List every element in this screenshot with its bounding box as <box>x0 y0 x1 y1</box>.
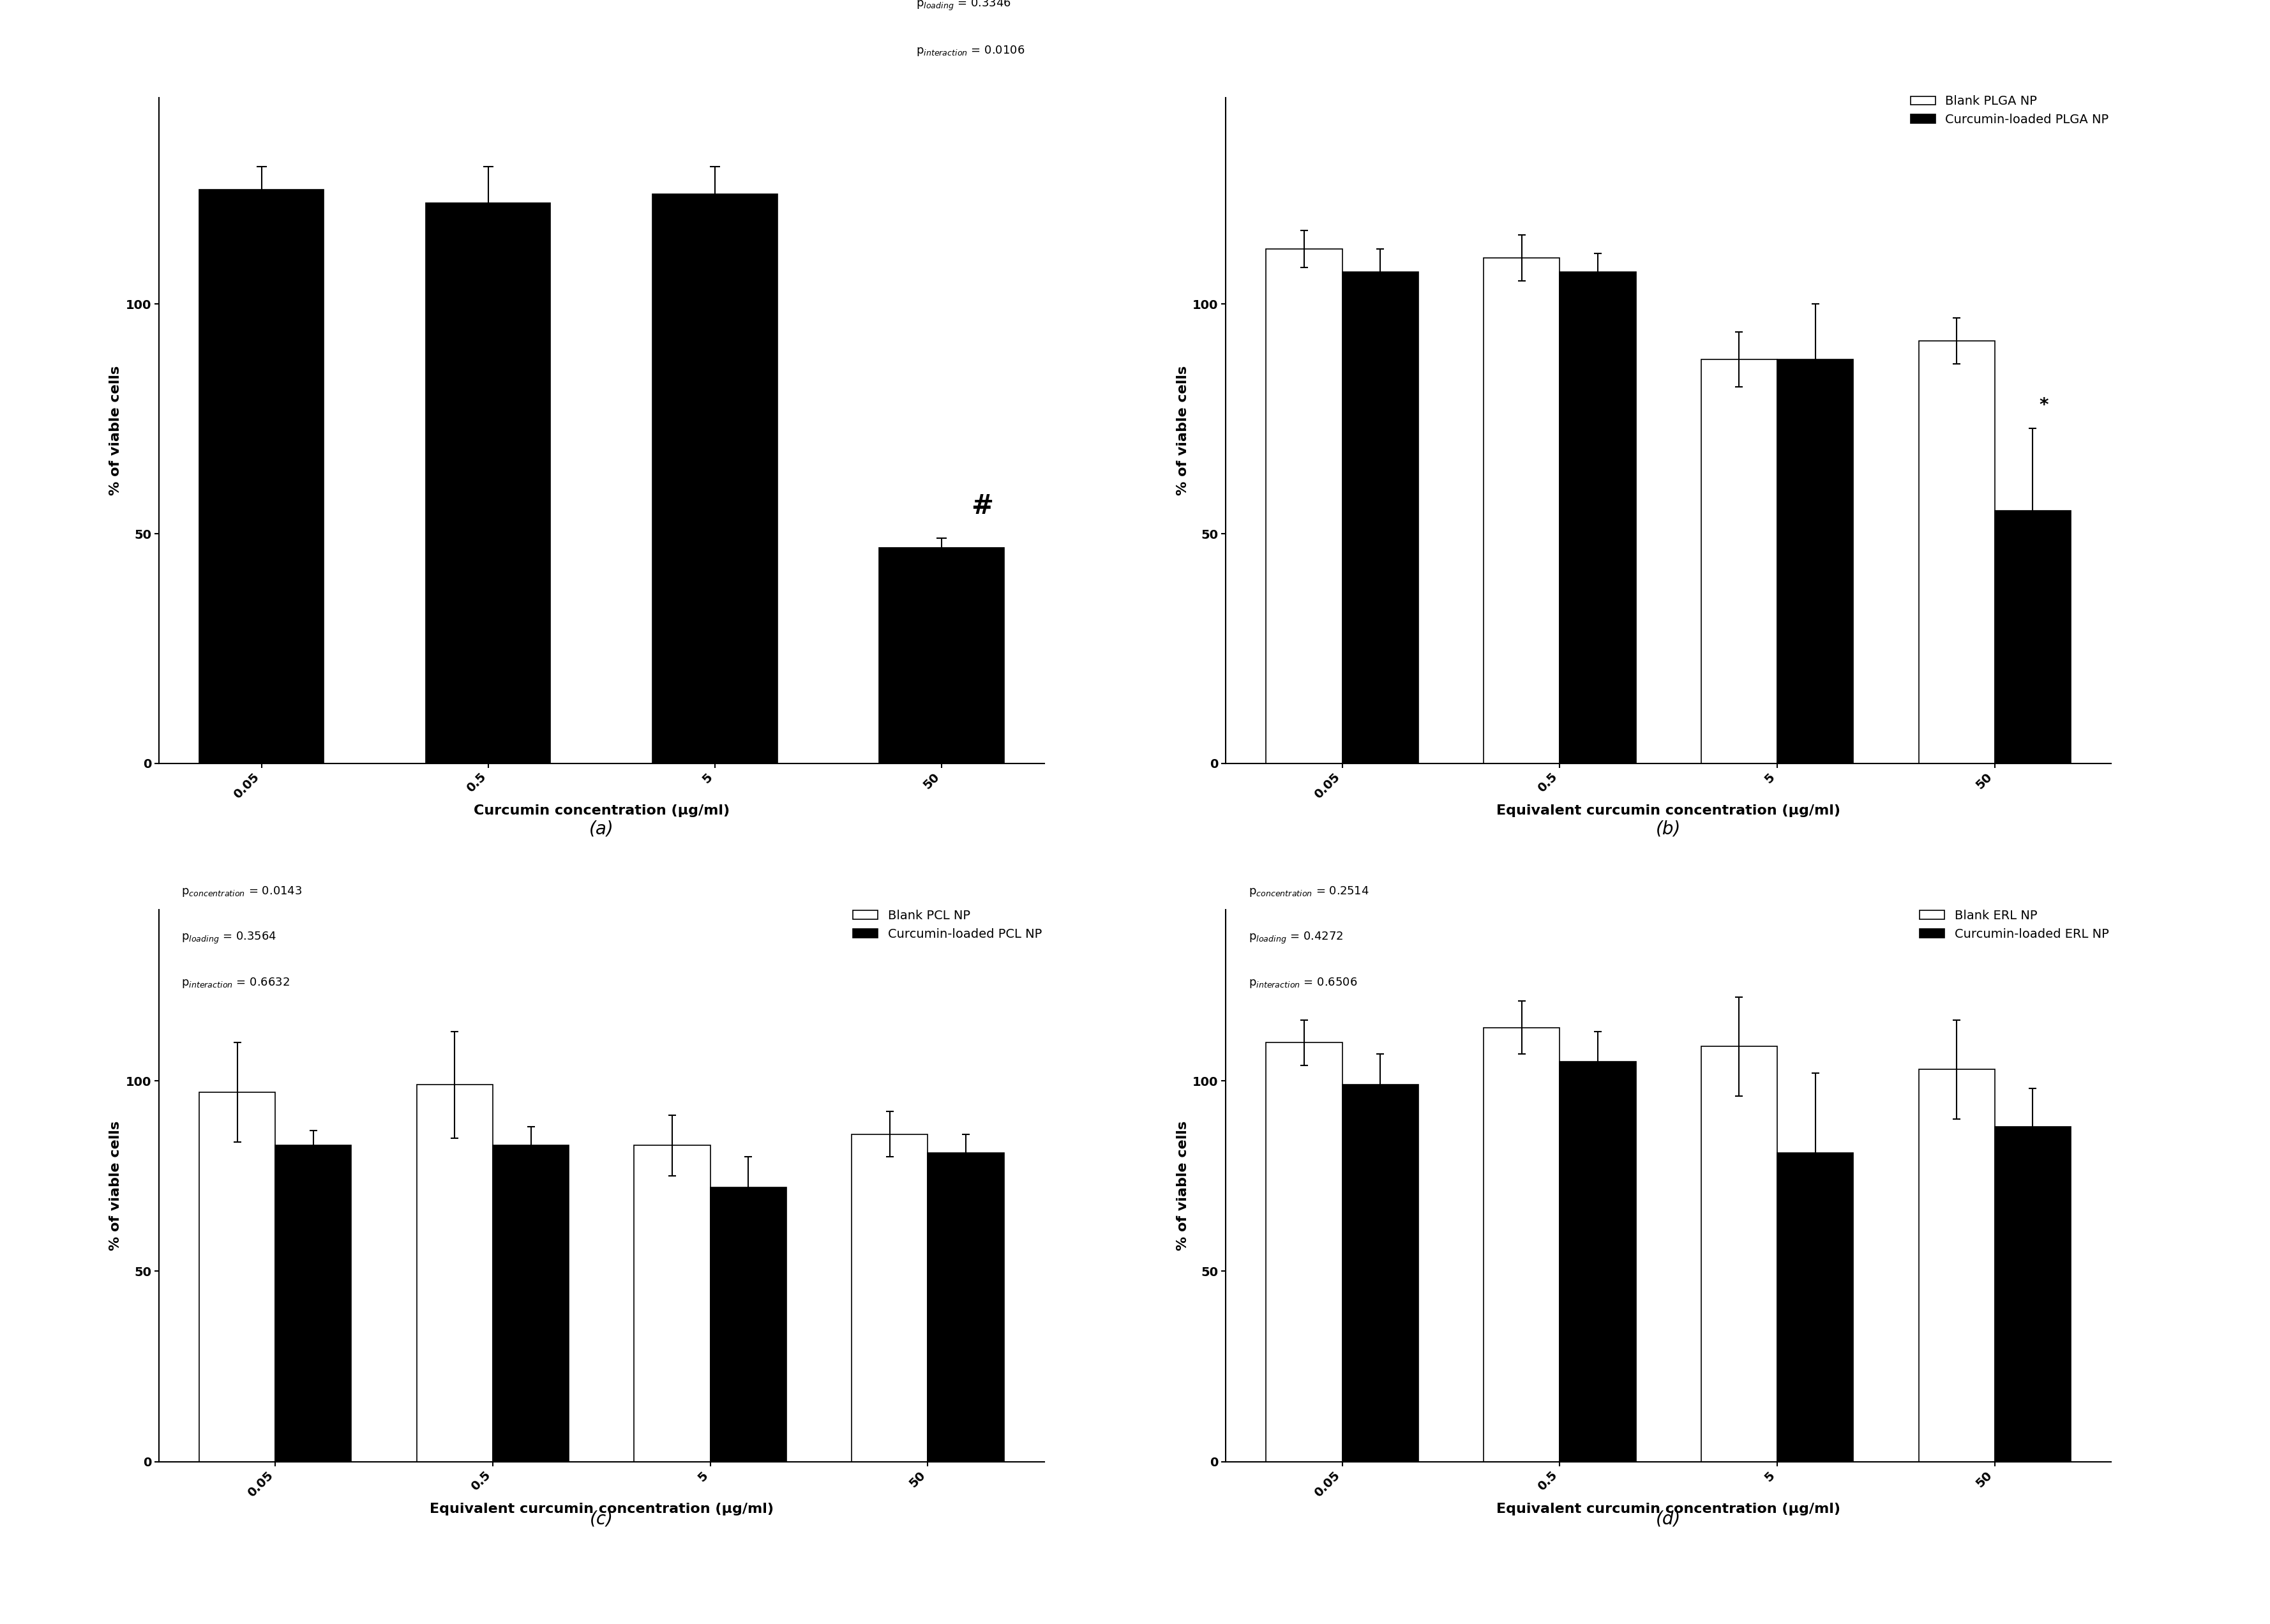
Text: p$_{interaction}$ = 0.6506: p$_{interaction}$ = 0.6506 <box>1248 976 1357 989</box>
Bar <box>275 1145 352 1462</box>
Text: p$_{loading}$ = 0.3564: p$_{loading}$ = 0.3564 <box>182 931 277 945</box>
Bar <box>1700 359 1777 763</box>
Text: p$_{interaction}$ = 0.6632: p$_{interaction}$ = 0.6632 <box>182 976 291 989</box>
Text: p$_{concentration}$ = 0.2514: p$_{concentration}$ = 0.2514 <box>1248 885 1369 898</box>
Bar <box>1918 341 1995 763</box>
X-axis label: Curcumin concentration (μg/ml): Curcumin concentration (μg/ml) <box>474 804 729 817</box>
X-axis label: Equivalent curcumin concentration (μg/ml): Equivalent curcumin concentration (μg/ml… <box>1496 1502 1841 1515</box>
Bar <box>1777 359 1852 763</box>
Text: (c): (c) <box>590 1510 613 1528</box>
Bar <box>427 203 552 763</box>
Bar <box>1559 1062 1637 1462</box>
Bar <box>1267 1043 1342 1462</box>
Text: p$_{interaction}$ = 0.0106: p$_{interaction}$ = 0.0106 <box>917 44 1024 57</box>
X-axis label: Equivalent curcumin concentration (μg/ml): Equivalent curcumin concentration (μg/ml… <box>1496 804 1841 817</box>
Bar <box>928 1153 1003 1462</box>
Text: #: # <box>972 494 994 520</box>
Bar <box>1342 271 1419 763</box>
Bar <box>1995 510 2070 763</box>
X-axis label: Equivalent curcumin concentration (μg/ml): Equivalent curcumin concentration (μg/ml… <box>429 1502 774 1515</box>
Bar <box>1777 1153 1852 1462</box>
Y-axis label: % of viable cells: % of viable cells <box>1176 1121 1189 1250</box>
Bar <box>493 1145 570 1462</box>
Bar <box>1267 248 1342 763</box>
Bar <box>1485 1028 1559 1462</box>
Bar <box>1559 271 1637 763</box>
Y-axis label: % of viable cells: % of viable cells <box>109 365 123 495</box>
Bar <box>651 193 776 763</box>
Text: (a): (a) <box>590 820 613 838</box>
Y-axis label: % of viable cells: % of viable cells <box>1176 365 1189 495</box>
Bar <box>1485 258 1559 763</box>
Legend: Blank PCL NP, Curcumin-loaded PCL NP: Blank PCL NP, Curcumin-loaded PCL NP <box>849 905 1046 945</box>
Bar <box>851 1134 928 1462</box>
Bar <box>1700 1046 1777 1462</box>
Text: *: * <box>2038 396 2048 414</box>
Text: p$_{concentration}$ = 0.0143: p$_{concentration}$ = 0.0143 <box>182 885 302 898</box>
Bar <box>200 1093 275 1462</box>
Y-axis label: % of viable cells: % of viable cells <box>109 1121 123 1250</box>
Bar <box>418 1085 493 1462</box>
Text: (b): (b) <box>1655 820 1682 838</box>
Text: p$_{loading}$ = 0.4272: p$_{loading}$ = 0.4272 <box>1248 931 1344 945</box>
Bar <box>633 1145 711 1462</box>
Bar <box>1918 1069 1995 1462</box>
Text: p$_{loading}$ = 0.3346: p$_{loading}$ = 0.3346 <box>917 0 1010 13</box>
Bar <box>200 190 325 763</box>
Bar <box>878 547 1003 763</box>
Bar <box>1995 1127 2070 1462</box>
Text: (d): (d) <box>1655 1510 1682 1528</box>
Bar <box>711 1187 785 1462</box>
Legend: Blank PLGA NP, Curcumin-loaded PLGA NP: Blank PLGA NP, Curcumin-loaded PLGA NP <box>1905 91 2113 130</box>
Legend: Blank ERL NP, Curcumin-loaded ERL NP: Blank ERL NP, Curcumin-loaded ERL NP <box>1914 905 2113 945</box>
Bar <box>1342 1085 1419 1462</box>
